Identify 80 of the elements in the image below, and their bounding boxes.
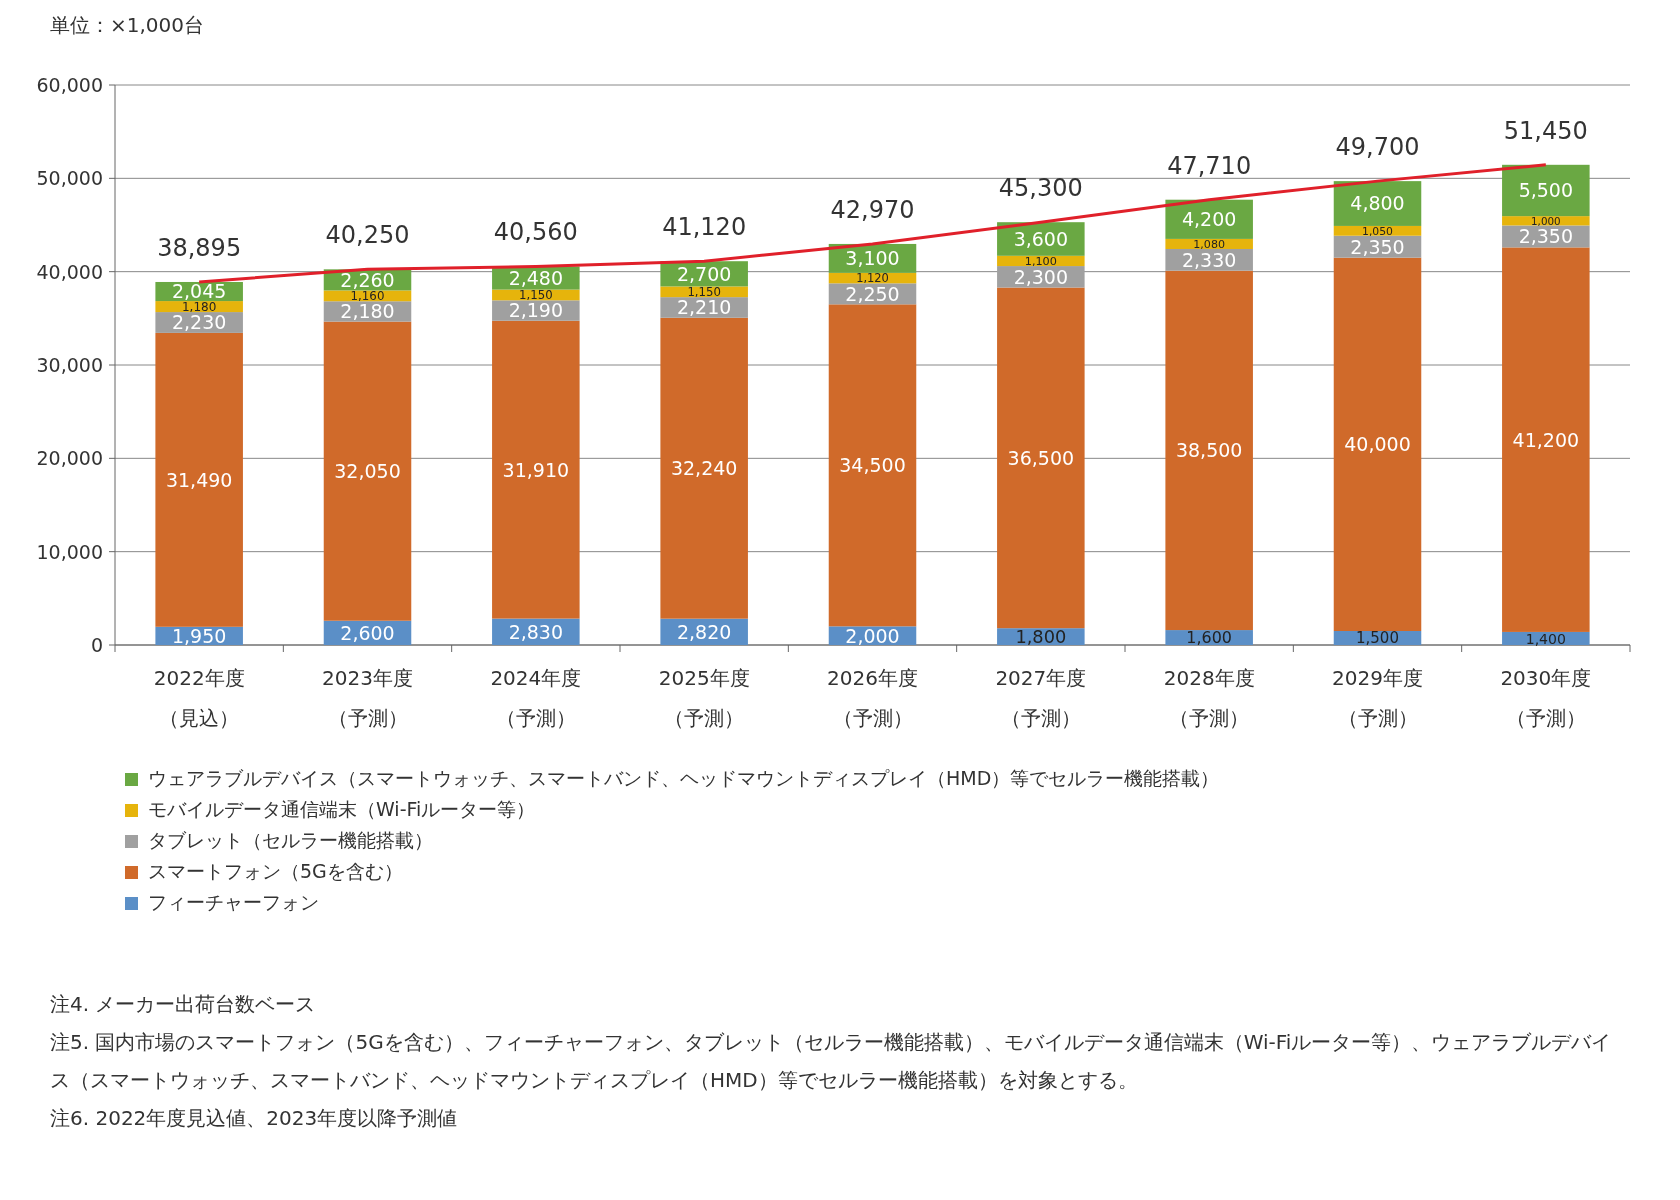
data-label: 4,800: [1350, 192, 1405, 215]
x-tick-label: 2024年度（予測）: [490, 666, 582, 730]
x-tick-label: 2025年度（予測）: [658, 666, 750, 730]
data-label: 32,050: [334, 460, 401, 483]
legend-label: タブレット（セルラー機能搭載）: [148, 829, 433, 851]
bar: [1502, 247, 1590, 632]
data-label: 1,050: [1362, 224, 1394, 238]
data-label: 1,100: [1024, 254, 1057, 268]
total-label: 45,300: [998, 174, 1083, 203]
bar: [1165, 270, 1253, 631]
bar: [828, 304, 917, 627]
text: 注4. メーカー出荷台数ベース: [50, 991, 317, 1018]
data-label: 4,200: [1181, 208, 1237, 231]
data-label: 2,600: [340, 621, 395, 644]
data-label: 2,210: [676, 296, 732, 319]
data-label: 2,830: [508, 620, 564, 643]
x-tick-label: 2022年度（見込）: [153, 666, 245, 730]
y-tick-label: 0: [90, 634, 103, 656]
data-label: 2,350: [1518, 225, 1574, 248]
data-label: 2,820: [676, 620, 732, 643]
total-label: 41,120: [662, 213, 747, 242]
data-label: 32,240: [670, 457, 738, 480]
data-label: 40,000: [1344, 433, 1411, 456]
y-tick-label: 30,000: [36, 354, 103, 376]
x-tick-label: 2026年度（予測）: [827, 666, 918, 730]
data-label: 1,080: [1193, 237, 1226, 251]
data-label: 1,600: [1186, 628, 1232, 648]
x-tick-label: 2027年度（予測）: [995, 666, 1087, 730]
data-label: 38,500: [1175, 439, 1243, 462]
total-label: 47,710: [1167, 151, 1252, 180]
data-label: 2,700: [676, 262, 732, 285]
text: 注5. 国内市場のスマートフォン（5Gを含む）、フィーチャーフォン、タブレット（セルラー機能搭載）、モバイルデータ通信端末（Wi-Fiルーター等）、ウェアラブルデバイス（スマートウォッチ、スマートバンド、ヘッドマウントディスプレイ（HMD）等でセルラー機能搭載）を対象とする。: [50, 1029, 1613, 1094]
data-label: 3,100: [845, 247, 900, 270]
data-label: 34,500: [839, 454, 906, 477]
bar: [323, 321, 412, 621]
x-tick-label: 2023年度（予測）: [322, 666, 413, 730]
data-label: 36,500: [1007, 446, 1075, 469]
total-label: 49,700: [1335, 133, 1420, 162]
legend-label: ウェアラブルデバイス（スマートウォッチ、スマートバンド、ヘッドマウントディスプレイ（HMD）等でセルラー機能搭載）: [148, 767, 1220, 789]
total-label: 38,895: [157, 233, 242, 262]
text: 単位：×1,000台: [50, 12, 205, 39]
data-label: 1,800: [1015, 626, 1067, 648]
bar: [997, 287, 1085, 629]
data-label: 2,260: [340, 268, 395, 291]
bar: [660, 317, 748, 619]
y-tick-label: 50,000: [36, 167, 103, 190]
data-label: 2,300: [1013, 265, 1069, 288]
data-label: 31,490: [165, 468, 233, 491]
y-tick-label: 20,000: [36, 447, 103, 470]
total-label: 51,450: [1503, 116, 1588, 145]
data-label: 3,600: [1013, 227, 1069, 250]
y-tick-label: 60,000: [36, 74, 103, 96]
legend-label: スマートフォン（5Gを含む）: [148, 860, 403, 882]
total-label: 42,970: [830, 195, 915, 224]
bar: [492, 320, 580, 619]
bar: [155, 332, 243, 627]
y-tick-label: 10,000: [36, 540, 103, 563]
data-label: 2,000: [845, 624, 900, 647]
data-label: 1,000: [1531, 214, 1561, 227]
bar: [1333, 257, 1422, 631]
data-label: 5,500: [1518, 179, 1574, 202]
x-tick-label: 2028年度（予測）: [1163, 666, 1255, 730]
data-label: 2,480: [508, 266, 564, 289]
data-label: 1,950: [171, 624, 227, 647]
data-label: 31,910: [502, 458, 570, 481]
data-label: 1,400: [1525, 630, 1566, 647]
data-label: 41,200: [1512, 428, 1580, 451]
data-label: 1,500: [1356, 629, 1399, 648]
data-label: 1,150: [687, 285, 721, 299]
y-tick-label: 40,000: [36, 260, 103, 283]
legend-label: モバイルデータ通信端末（Wi-Fiルーター等）: [148, 798, 536, 820]
total-label: 40,250: [325, 221, 410, 250]
x-tick-label: 2029年度（予測）: [1332, 666, 1423, 730]
legend-label: フィーチャーフォン: [148, 891, 319, 913]
total-label: 40,560: [493, 218, 578, 247]
x-tick-label: 2030年度（予測）: [1500, 666, 1592, 730]
text: 注6. 2022年度見込値、2023年度以降予測値: [50, 1105, 459, 1132]
data-label: 2,230: [171, 311, 227, 334]
data-label: 2,350: [1350, 235, 1405, 258]
data-label: 2,330: [1181, 248, 1237, 271]
